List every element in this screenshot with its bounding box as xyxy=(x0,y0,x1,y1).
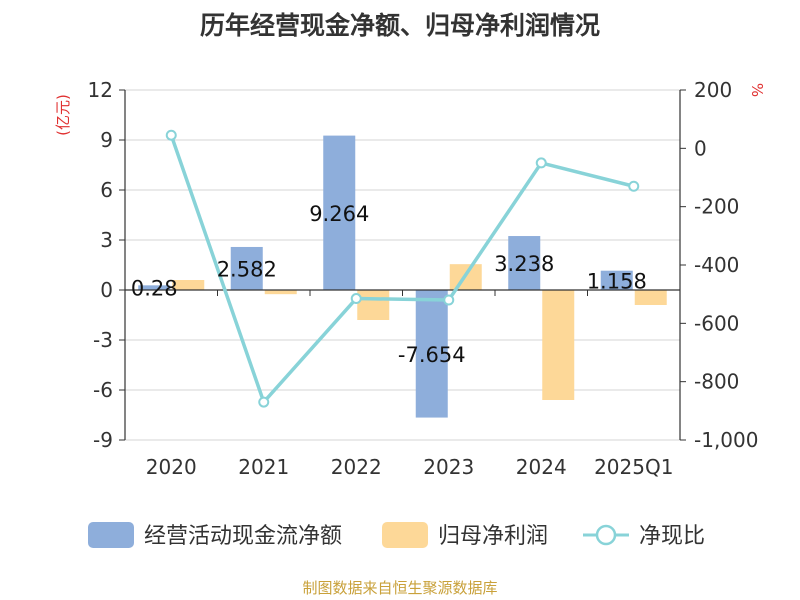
bar-operating-cashflow xyxy=(415,290,448,418)
line-point xyxy=(165,129,177,141)
legend-marker xyxy=(595,524,617,546)
y-left-tick-label: 6 xyxy=(100,178,113,202)
bar-net-profit xyxy=(172,280,205,290)
legend-swatch xyxy=(382,522,428,548)
x-tick-label: 2020 xyxy=(146,455,197,479)
y-right-tick-label: 0 xyxy=(694,136,707,160)
bar-operating-cashflow xyxy=(600,270,633,290)
y-left-tick-label: 9 xyxy=(100,128,113,152)
legend-label: 归母净利润 xyxy=(438,524,548,549)
source-note: 制图数据来自恒生聚源数据库 xyxy=(302,579,497,597)
y-left-tick-label: -6 xyxy=(93,378,113,402)
legend-label: 经营活动现金流净额 xyxy=(144,524,342,549)
x-tick-label: 2021 xyxy=(238,455,289,479)
bar-net-profit xyxy=(542,290,575,400)
line-point xyxy=(535,157,547,169)
x-tick-label: 2024 xyxy=(516,455,567,479)
bar-net-profit xyxy=(357,290,390,320)
y-axis-right-label: % xyxy=(748,83,766,97)
y-right-tick-label: -200 xyxy=(694,195,739,219)
bar-data-label: 3.238 xyxy=(494,252,554,276)
y-right-tick-label: 200 xyxy=(694,78,732,102)
bar-data-label: 0.28 xyxy=(131,277,178,301)
y-right-tick-label: -800 xyxy=(694,370,739,394)
x-tick-label: 2022 xyxy=(331,455,382,479)
bar-operating-cashflow xyxy=(508,236,541,290)
y-right-tick-label: -400 xyxy=(694,253,739,277)
line-point xyxy=(350,293,362,305)
bar-data-label: 1.158 xyxy=(587,269,647,293)
y-left-tick-label: 0 xyxy=(100,278,113,302)
y-left-tick-label: 12 xyxy=(88,78,113,102)
line-point xyxy=(443,294,455,306)
x-tick-label: 2025Q1 xyxy=(594,455,673,479)
y-left-tick-label: 3 xyxy=(100,228,113,252)
legend-label: 净现比 xyxy=(639,524,705,549)
y-left-tick-label: -3 xyxy=(93,328,113,352)
y-right-tick-label: -1,000 xyxy=(694,428,758,452)
bar-operating-cashflow xyxy=(230,246,263,290)
bar-operating-cashflow xyxy=(323,135,356,290)
chart-title: 历年经营现金净额、归母净利润情况 xyxy=(200,11,600,40)
bar-data-label: -7.654 xyxy=(398,343,466,367)
x-tick-label: 2023 xyxy=(423,455,474,479)
bar-net-profit xyxy=(264,290,297,295)
line-net-cash-ratio xyxy=(169,134,635,404)
bar-data-label: 2.582 xyxy=(217,257,277,281)
line-point xyxy=(628,180,640,192)
bar-net-profit xyxy=(634,290,667,305)
y-left-tick-label: -9 xyxy=(93,428,113,452)
y-right-tick-label: -600 xyxy=(694,311,739,335)
y-axis-left-label: (亿元) xyxy=(54,94,72,136)
bar-operating-cashflow xyxy=(138,285,171,290)
bar-data-label: 9.264 xyxy=(309,202,369,226)
line-point xyxy=(258,396,270,408)
legend-swatch xyxy=(88,522,134,548)
